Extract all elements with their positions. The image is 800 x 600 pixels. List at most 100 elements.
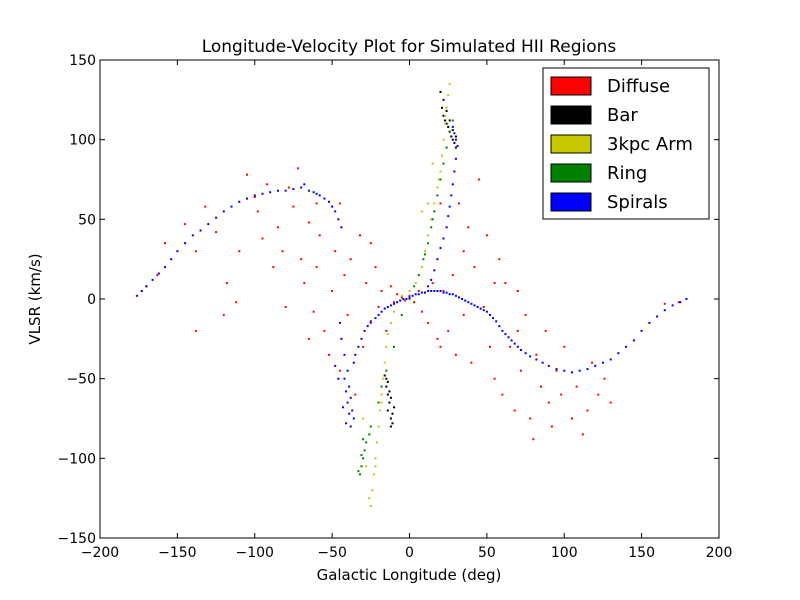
point-diffuse-93 <box>591 361 594 364</box>
point-spirals-3 <box>151 278 154 281</box>
point-diffuse-84 <box>547 401 550 404</box>
point-bar-28 <box>451 129 454 132</box>
point-bar-11 <box>391 412 394 415</box>
y-tick-label-4: 50 <box>78 212 96 228</box>
point-spirals-143 <box>337 377 340 380</box>
legend-swatch-3kpc-arm <box>550 134 592 154</box>
point-spirals-132 <box>451 183 454 186</box>
point-spirals-11 <box>207 223 210 226</box>
point-spirals-57 <box>380 310 383 313</box>
point-diffuse-36 <box>362 345 365 348</box>
point-3kpc-arm-2 <box>372 473 375 476</box>
point-diffuse-82 <box>540 385 542 388</box>
point-spirals-52 <box>363 329 366 332</box>
point-diffuse-57 <box>442 290 445 292</box>
point-ring-26 <box>448 130 451 133</box>
point-ring-5 <box>362 438 365 441</box>
point-spirals-45 <box>346 401 349 404</box>
point-ring-10 <box>377 401 380 404</box>
point-diffuse-53 <box>427 321 430 324</box>
point-3kpc-arm-29 <box>447 94 450 97</box>
point-spirals-44 <box>348 412 351 415</box>
point-bar-24 <box>454 146 457 149</box>
point-spirals-62 <box>396 301 399 304</box>
point-diffuse-1 <box>156 274 159 277</box>
point-spirals-79 <box>448 293 451 296</box>
point-diffuse-8 <box>235 301 238 304</box>
point-3kpc-arm-16 <box>408 290 411 292</box>
point-spirals-33 <box>337 218 340 221</box>
point-diffuse-37 <box>365 282 368 285</box>
point-bar-22 <box>451 138 454 141</box>
point-spirals-93 <box>492 317 495 320</box>
point-3kpc-arm-4 <box>376 441 378 444</box>
point-diffuse-104 <box>338 202 341 205</box>
point-3kpc-arm-1 <box>371 489 374 492</box>
point-3kpc-arm-32 <box>374 465 377 468</box>
point-spirals-30 <box>328 200 330 203</box>
point-bar-9 <box>393 406 395 409</box>
point-bar-18 <box>445 122 448 125</box>
point-diffuse-76 <box>516 329 519 332</box>
point-spirals-87 <box>473 304 476 307</box>
point-ring-21 <box>433 210 436 213</box>
point-diffuse-91 <box>581 433 584 436</box>
point-spirals-131 <box>453 170 456 173</box>
point-diffuse-97 <box>663 302 666 305</box>
point-diffuse-70 <box>493 377 496 380</box>
point-diffuse-28 <box>331 290 334 292</box>
point-diffuse-58 <box>447 329 450 332</box>
point-diffuse-68 <box>485 234 488 237</box>
point-diffuse-4 <box>194 250 197 253</box>
point-spirals-37 <box>343 353 346 356</box>
point-spirals-142 <box>427 285 430 288</box>
point-spirals-76 <box>439 290 442 292</box>
point-3kpc-arm-34 <box>437 178 440 181</box>
point-bar-17 <box>444 119 447 122</box>
point-3kpc-arm-10 <box>385 345 388 348</box>
x-tick-label-6: 100 <box>551 545 578 561</box>
point-3kpc-arm-19 <box>424 250 426 253</box>
point-spirals-4 <box>157 272 160 275</box>
point-diffuse-72 <box>501 393 504 396</box>
point-bar-15 <box>441 106 443 109</box>
point-spirals-82 <box>458 296 460 299</box>
point-spirals-75 <box>436 290 439 292</box>
legend-label-ring: Ring <box>607 163 647 184</box>
point-3kpc-arm-3 <box>374 457 377 460</box>
point-diffuse-75 <box>513 409 516 412</box>
point-diffuse-85 <box>550 425 553 428</box>
point-diffuse-80 <box>532 438 535 441</box>
x-tick-label-7: 150 <box>628 545 655 561</box>
point-spirals-9 <box>191 234 194 237</box>
point-3kpc-arm-8 <box>382 377 385 380</box>
y-tick-label-5: 100 <box>69 133 96 149</box>
point-spirals-72 <box>427 290 430 292</box>
point-diffuse-102 <box>284 306 287 308</box>
point-3kpc-arm-7 <box>380 393 383 396</box>
point-diffuse-42 <box>385 329 388 332</box>
point-spirals-116 <box>617 352 620 355</box>
legend-swatch-bar <box>550 105 592 125</box>
point-bar-5 <box>391 422 394 425</box>
point-3kpc-arm-12 <box>389 321 392 324</box>
point-diffuse-17 <box>287 186 290 189</box>
point-diffuse-105 <box>315 202 318 205</box>
x-tick-label-0: −200 <box>81 545 119 561</box>
x-tick-label-4: 0 <box>405 545 414 561</box>
point-3kpc-arm-31 <box>368 497 371 500</box>
point-spirals-119 <box>640 329 643 332</box>
point-spirals-43 <box>349 425 352 428</box>
point-spirals-80 <box>451 293 454 296</box>
point-spirals-68 <box>414 293 417 296</box>
y-tick-label-0: −150 <box>58 531 96 547</box>
x-tick-label-3: −50 <box>317 545 347 561</box>
point-diffuse-56 <box>439 345 442 348</box>
x-tick-label-8: 200 <box>706 545 733 561</box>
point-spirals-88 <box>476 306 479 308</box>
point-spirals-103 <box>524 352 527 355</box>
point-spirals-16 <box>246 197 248 200</box>
legend-swatch-spirals <box>550 192 592 212</box>
point-diffuse-41 <box>380 290 383 292</box>
point-spirals-102 <box>519 349 522 351</box>
